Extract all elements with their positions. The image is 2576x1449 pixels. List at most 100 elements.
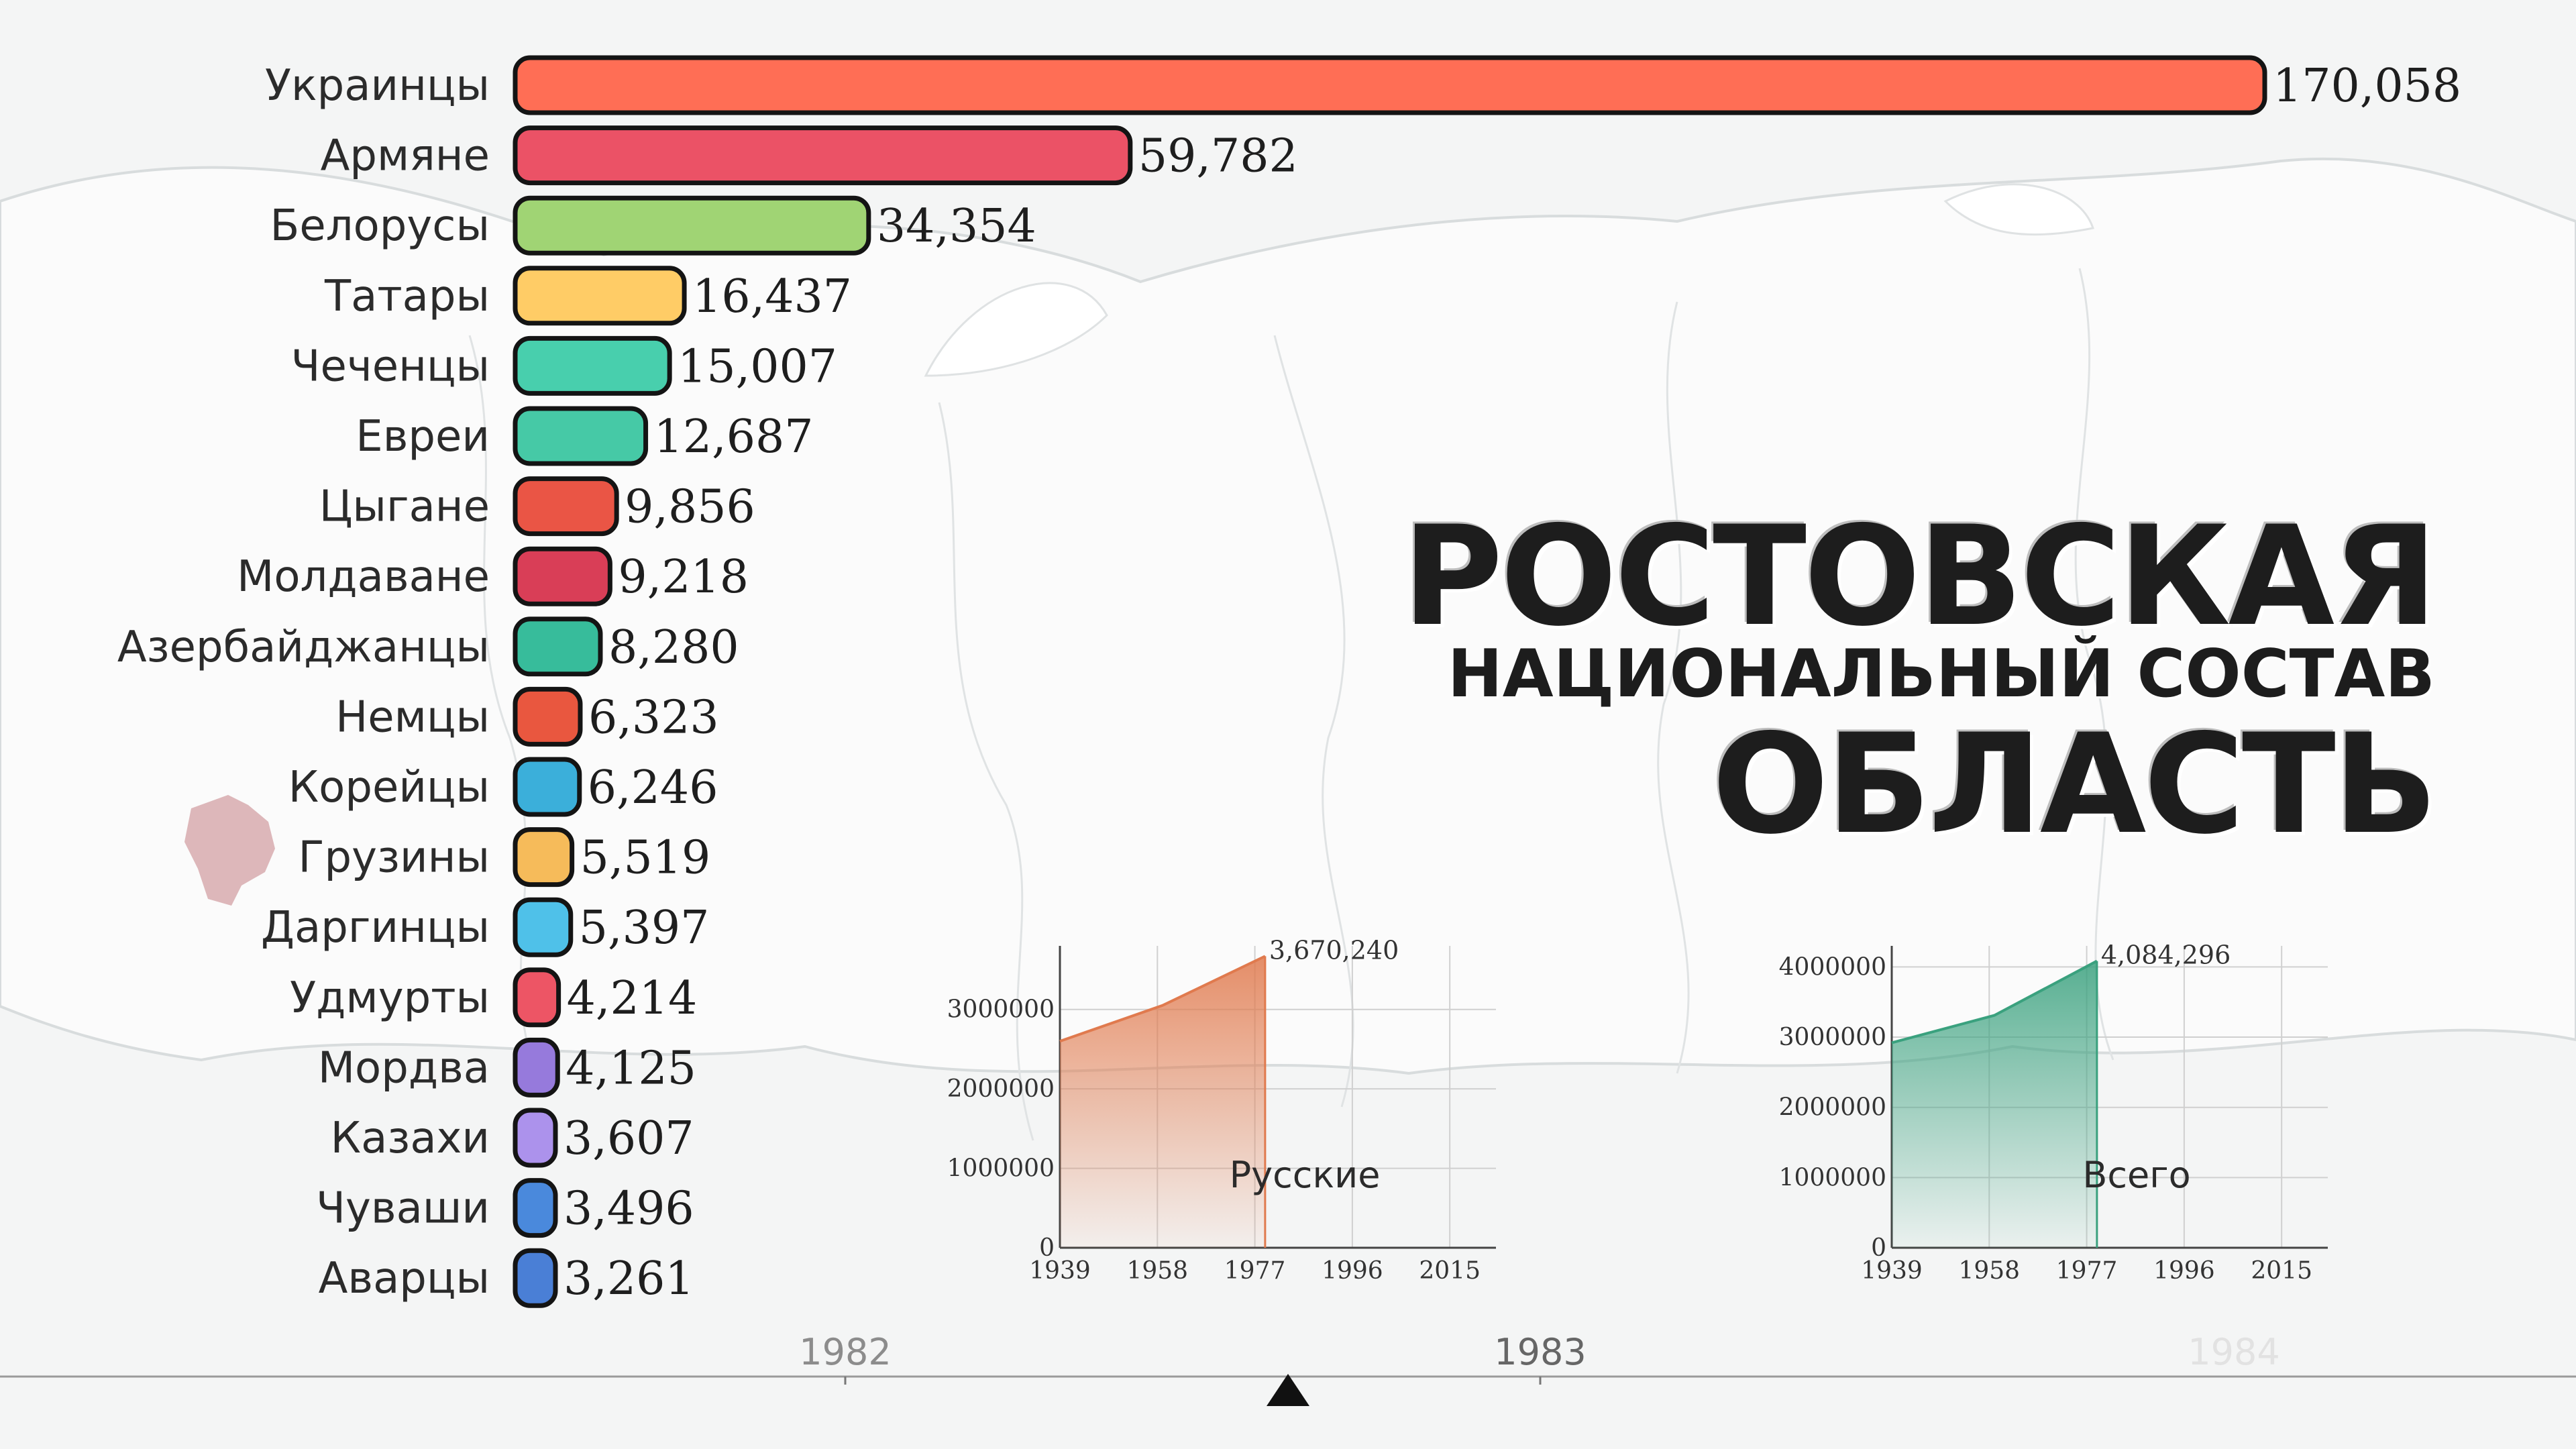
bar-value-label: 16,437 — [692, 270, 852, 323]
area-fill — [1060, 956, 1265, 1248]
area-chart-total: 0 1000000 2000000 3000000 4000000 1939 1958 197… — [1779, 941, 2328, 1285]
y-tick-label: 1000000 — [947, 1155, 1055, 1183]
x-tick-label: 1977 — [2056, 1257, 2118, 1285]
bar-value-label: 5,397 — [579, 902, 710, 955]
y-tick-label: 1000000 — [1779, 1164, 1886, 1191]
bar-category-label: Белорусы — [270, 201, 490, 251]
x-tick-label: 1958 — [1126, 1257, 1188, 1285]
x-tick-label: 1996 — [2153, 1257, 2215, 1285]
bar — [513, 55, 2267, 115]
x-tick-label: 1996 — [1322, 1257, 1383, 1285]
map-river — [2074, 268, 2114, 1061]
bar-category-label: Аварцы — [319, 1254, 490, 1303]
bar-category-label: Армяне — [321, 131, 490, 181]
timeline-slider[interactable]: 1982 1983 1984 — [0, 1315, 2576, 1449]
title-region-line1: РОСТОВСКАЯ — [1402, 497, 2438, 657]
bar — [513, 1108, 558, 1168]
bar-value-label: 6,323 — [588, 691, 719, 744]
bar — [513, 406, 649, 466]
bar-category-label: Корейцы — [288, 763, 490, 812]
area-series-label: Русские — [1230, 1154, 1381, 1196]
bar — [513, 616, 603, 677]
y-tick-label: 3000000 — [1779, 1024, 1886, 1051]
rostov-region-highlight — [184, 795, 275, 906]
x-tick-label: 1977 — [1224, 1257, 1286, 1285]
y-tick-label: 2000000 — [947, 1075, 1055, 1103]
timeline-year-label: 1984 — [2188, 1331, 2279, 1373]
bar-value-label: 5,519 — [580, 832, 711, 885]
x-tick-label: 1939 — [1029, 1257, 1091, 1285]
bar — [513, 686, 583, 747]
y-tick-label: 4000000 — [1779, 953, 1886, 981]
bar-value-label: 59,782 — [1138, 130, 1298, 183]
bar-chart: Украинцы 170,058 Армяне 59,782 Белорусы 34,35… — [117, 55, 2461, 1308]
bar-category-label: Татары — [324, 272, 490, 321]
bar-category-label: Немцы — [335, 692, 490, 742]
bar — [513, 1178, 558, 1238]
area-line — [1891, 959, 2098, 1044]
x-tick-label: 2015 — [2251, 1257, 2312, 1285]
timeline-year-label: 1982 — [799, 1331, 891, 1373]
area-chart-russians: 0 1000000 2000000 3000000 1939 1958 1977 1996 20… — [947, 935, 1496, 1285]
bar-value-label: 34,354 — [877, 200, 1036, 253]
bar-category-label: Чуваши — [316, 1184, 490, 1234]
bar-value-label: 170,058 — [2273, 60, 2461, 113]
x-tick-label: 1939 — [1861, 1257, 1923, 1285]
bar-category-label: Удмурты — [290, 973, 490, 1023]
bar-value-label: 4,125 — [566, 1042, 696, 1095]
bar-category-label: Казахи — [331, 1114, 490, 1163]
y-tick-label: 3000000 — [947, 996, 1055, 1024]
bar — [513, 546, 612, 606]
bar-value-label: 9,856 — [625, 481, 755, 534]
map-river — [1657, 301, 1690, 1074]
area-series-label: Всего — [2082, 1154, 2190, 1196]
bar-value-label: 12,687 — [654, 411, 814, 464]
bar-category-label: Украинцы — [265, 61, 490, 111]
area-fill — [1892, 961, 2097, 1248]
bar-category-label: Евреи — [356, 412, 490, 462]
bar — [513, 757, 582, 817]
bar-category-label: Мордва — [318, 1043, 490, 1093]
bar — [513, 1248, 558, 1308]
bar — [513, 476, 619, 537]
bar — [513, 1037, 560, 1097]
area-end-value-label: 4,084,296 — [2101, 941, 2231, 970]
bar — [513, 967, 561, 1028]
bar-value-label: 8,280 — [608, 621, 739, 674]
bar-value-label: 3,496 — [564, 1183, 694, 1236]
y-tick-label: 2000000 — [1779, 1094, 1886, 1122]
bar — [513, 125, 1133, 186]
bar — [513, 195, 871, 256]
map-river — [938, 402, 1034, 1141]
map-river — [1273, 335, 1354, 1108]
bar-value-label: 3,261 — [564, 1252, 694, 1305]
map-island — [924, 282, 1108, 377]
y-tick-label: 0 — [1871, 1234, 1886, 1262]
y-tick-label: 0 — [1039, 1234, 1055, 1262]
bar — [513, 897, 574, 957]
bar-category-label: Молдаване — [237, 552, 490, 602]
bar-value-label: 4,214 — [567, 972, 698, 1025]
timeline-year-label: 1983 — [1494, 1331, 1586, 1373]
area-line — [1059, 955, 1266, 1042]
timeline-playhead-triangle[interactable] — [1267, 1374, 1309, 1406]
x-tick-label: 2015 — [1419, 1257, 1481, 1285]
bar-category-label: Цыгане — [319, 482, 490, 532]
bar-value-label: 15,007 — [678, 340, 837, 393]
bar-value-label: 3,607 — [564, 1112, 694, 1165]
bar — [513, 335, 672, 396]
bar-category-label: Чеченцы — [291, 341, 490, 391]
bar-value-label: 9,218 — [618, 551, 749, 604]
bar — [513, 827, 575, 888]
bar-category-label: Азербайджанцы — [117, 623, 490, 672]
title-block: РОСТОВСКАЯ НАЦИОНАЛЬНЫЙ СОСТАВ ОБЛАСТЬ — [1295, 497, 2438, 865]
bar-category-label: Грузины — [298, 833, 490, 883]
bar — [513, 266, 687, 326]
area-end-value-label: 3,670,240 — [1269, 935, 1399, 965]
bar-category-label: Даргинцы — [261, 903, 490, 953]
title-region-line2: ОБЛАСТЬ — [1712, 705, 2438, 865]
x-tick-label: 1958 — [1958, 1257, 2020, 1285]
bar-value-label: 6,246 — [588, 761, 718, 814]
title-subtitle: НАЦИОНАЛЬНЫЙ СОСТАВ — [1447, 636, 2435, 712]
map-island — [1943, 183, 2094, 236]
